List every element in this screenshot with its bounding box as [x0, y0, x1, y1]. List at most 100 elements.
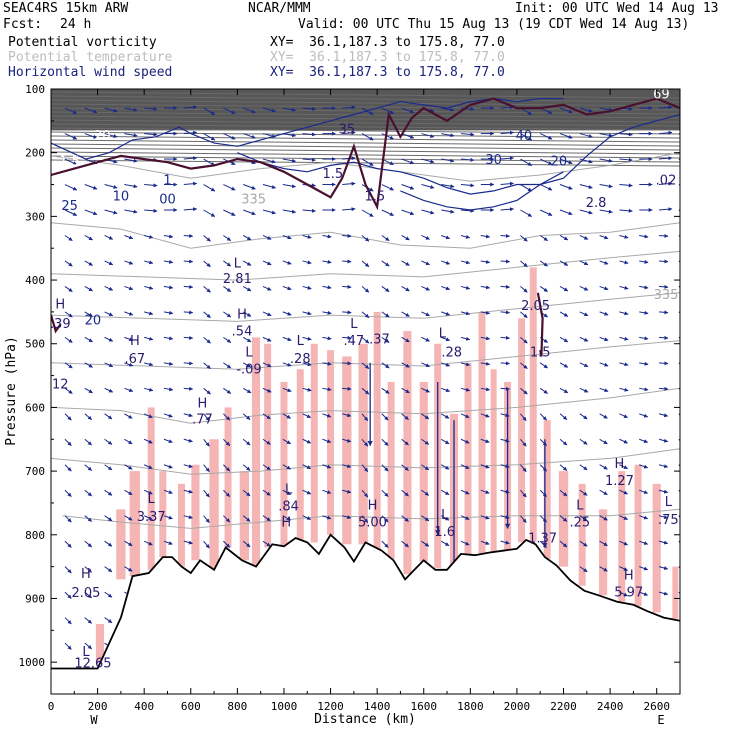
wind-vector	[441, 387, 451, 393]
wind-vector	[144, 106, 158, 111]
wind-vector	[84, 642, 92, 650]
y-tick-label: 200	[25, 147, 45, 160]
wind-vector	[124, 158, 138, 163]
wind-vector	[282, 336, 292, 342]
theta-contour	[51, 250, 680, 281]
wind-vector	[401, 133, 415, 139]
wind-vector	[658, 335, 669, 340]
wind-vector	[183, 540, 193, 545]
wind-vector	[440, 489, 450, 496]
wind-vector	[381, 336, 390, 343]
wind-vector	[64, 286, 73, 292]
theta-contour	[51, 387, 680, 424]
wind-vector	[639, 540, 649, 545]
wind-vector	[124, 184, 138, 189]
wind-vector	[163, 259, 174, 264]
wind-vector	[441, 311, 451, 316]
wind-vector	[599, 260, 609, 265]
wind-vector	[282, 311, 292, 316]
wind-vector	[84, 540, 92, 548]
pv-contours	[51, 97, 680, 211]
wind-vector	[84, 107, 98, 114]
cloud-column	[280, 381, 288, 547]
wind-vector	[242, 540, 251, 548]
wind-vector	[441, 209, 455, 214]
wind-vector	[143, 515, 153, 520]
contour-label: 335	[654, 288, 679, 303]
wind-vector	[639, 413, 649, 418]
wind-vector	[579, 184, 593, 189]
y-tick-label: 800	[25, 529, 45, 542]
wind-vector	[144, 387, 154, 392]
contour-label: .84	[278, 500, 299, 515]
wind-vector	[658, 259, 669, 264]
wind-vector	[441, 107, 455, 112]
wind-vector	[361, 158, 374, 166]
wind-vector	[262, 413, 271, 420]
wind-vector	[322, 285, 332, 290]
wind-vector	[203, 540, 210, 549]
wind-vector	[559, 413, 568, 420]
wind-vector	[401, 235, 410, 241]
wind-vector	[441, 133, 455, 138]
wind-vector	[421, 387, 430, 393]
contour-label: 2.8	[586, 196, 607, 211]
x-tick-label: 1200	[317, 700, 344, 713]
legend-theta-xy: XY= 36.1,187.3 to 175.8, 77.0	[270, 50, 505, 65]
wind-vector	[639, 591, 649, 596]
wind-vector	[361, 235, 370, 242]
wind-vector	[599, 387, 609, 393]
wind-vector	[64, 617, 72, 625]
wind-vector	[124, 566, 133, 572]
wind-vector	[678, 107, 680, 110]
contour-label: 12.65	[74, 656, 111, 671]
wind-vector	[342, 130, 356, 135]
wind-vector	[441, 260, 451, 265]
contour-label: L	[82, 645, 90, 660]
wind-vector	[262, 540, 271, 547]
theta-contour	[51, 340, 680, 370]
wind-vector	[421, 158, 435, 164]
wind-vector	[124, 464, 133, 470]
wind-vector	[401, 209, 415, 216]
wind-vector	[441, 362, 451, 367]
wind-vector	[579, 413, 588, 420]
wind-vector	[520, 311, 528, 319]
wind-vector	[520, 464, 527, 472]
wind-vector	[539, 387, 548, 394]
wind-vector	[203, 107, 216, 116]
y-tick-label: 400	[25, 274, 45, 287]
wind-vector	[243, 184, 256, 190]
wind-vector	[262, 285, 272, 291]
wind-vector	[381, 464, 389, 472]
wind-vector	[559, 107, 573, 114]
wind-vector	[203, 515, 210, 523]
legend-pv-xy: XY= 36.1,187.3 to 175.8, 77.0	[270, 35, 505, 50]
contour-label: .02	[656, 174, 677, 189]
y-tick-label: 100	[25, 83, 45, 96]
wind-vector	[104, 285, 114, 291]
wind-vector	[381, 235, 390, 242]
wind-vector	[460, 515, 470, 520]
y-tick-label: 1000	[19, 656, 46, 669]
wind-vector	[401, 260, 410, 266]
wind-vector	[64, 591, 72, 599]
wind-vector	[579, 336, 589, 342]
wind-vector	[599, 515, 608, 521]
wind-vector	[183, 489, 193, 494]
wind-vector	[302, 208, 316, 213]
wind-vector	[520, 260, 528, 268]
wind-vector	[282, 133, 296, 138]
wind-vector	[183, 130, 198, 135]
wind-vector	[203, 362, 211, 370]
wind-vector	[639, 387, 649, 392]
wind-vector	[381, 260, 390, 267]
wind-vector	[579, 438, 588, 445]
wind-vector	[381, 540, 389, 548]
wind-vector	[124, 438, 133, 445]
wind-vector	[322, 464, 332, 469]
wind-vector	[599, 336, 609, 342]
wind-vector	[639, 438, 649, 443]
wind-vector	[540, 133, 553, 140]
wind-vector	[342, 386, 352, 391]
